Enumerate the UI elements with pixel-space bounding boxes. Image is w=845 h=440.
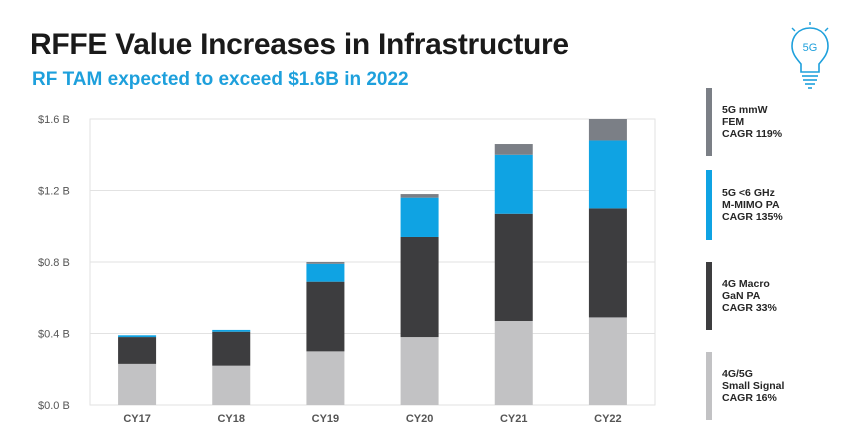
bar-segment-cy21-series-1 (494, 213, 533, 321)
bar-segment-cy19-series-1 (306, 281, 345, 352)
legend-label: 4G/5G Small Signal CAGR 16% (722, 368, 785, 404)
bar-segment-cy21-series-3 (494, 144, 533, 155)
legend-item: 4G/5G Small Signal CAGR 16% (706, 352, 826, 420)
x-tick-label: CY21 (500, 413, 528, 425)
bar-segment-cy22-series-2 (588, 140, 627, 209)
y-tick-label: $0.8 B (38, 257, 70, 269)
x-tick-label: CY20 (406, 413, 434, 425)
x-tick-label: CY22 (594, 413, 622, 425)
x-tick-label: CY19 (312, 413, 340, 425)
bar-segment-cy17-series-2 (118, 335, 157, 338)
y-tick-label: $0.0 B (38, 400, 70, 412)
bar-segment-cy19-series-2 (306, 263, 345, 282)
bar-segment-cy19-series-0 (306, 351, 345, 405)
bar-segment-cy20-series-1 (400, 236, 439, 338)
bar-segment-cy20-series-0 (400, 337, 439, 405)
bar-segment-cy21-series-2 (494, 154, 533, 214)
legend-item: 4G Macro GaN PA CAGR 33% (706, 262, 826, 330)
bar-segment-cy22-series-0 (588, 317, 627, 405)
y-tick-label: $0.4 B (38, 329, 70, 341)
legend-swatch (706, 352, 712, 420)
legend-item: 5G mmW FEM CAGR 119% (706, 88, 826, 156)
x-tick-label: CY17 (123, 413, 151, 425)
lightbulb-5g-icon: 5G (788, 22, 832, 96)
stacked-bar-chart: $0.0 B $0.4 B $0.8 B $1.2 B $1.6 B CY17 CY18 CY… (38, 114, 656, 425)
legend-swatch (706, 88, 712, 156)
legend-swatch (706, 170, 712, 240)
legend-label: 4G Macro GaN PA CAGR 33% (722, 278, 777, 314)
legend-label: 5G <6 GHz M-MIMO PA CAGR 135% (722, 187, 783, 223)
bulb-5g-text: 5G (802, 42, 818, 54)
page-subtitle: RF TAM expected to exceed $1.6B in 2022 (32, 69, 409, 90)
y-tick-label: $1.2 B (38, 186, 70, 198)
x-tick-label: CY18 (217, 413, 245, 425)
bar-segment-cy18-series-2 (212, 329, 251, 332)
bar-segment-cy18-series-0 (212, 365, 251, 405)
bar-segment-cy17-series-1 (118, 337, 157, 364)
bar-segment-cy20-series-2 (400, 197, 439, 237)
bar-segment-cy22-series-3 (588, 119, 627, 141)
legend-item: 5G <6 GHz M-MIMO PA CAGR 135% (706, 170, 826, 240)
bar-segment-cy18-series-1 (212, 331, 251, 366)
page-title: RFFE Value Increases in Infrastructure (30, 28, 569, 61)
bar-segment-cy20-series-3 (400, 194, 439, 198)
bar-segment-cy19-series-3 (306, 262, 345, 264)
legend-label: 5G mmW FEM CAGR 119% (722, 104, 783, 140)
bar-segment-cy22-series-1 (588, 208, 627, 318)
bar-segment-cy17-series-0 (118, 363, 157, 405)
legend-swatch (706, 262, 712, 330)
bar-segment-cy21-series-0 (494, 320, 533, 405)
y-tick-label: $1.6 B (38, 114, 70, 126)
